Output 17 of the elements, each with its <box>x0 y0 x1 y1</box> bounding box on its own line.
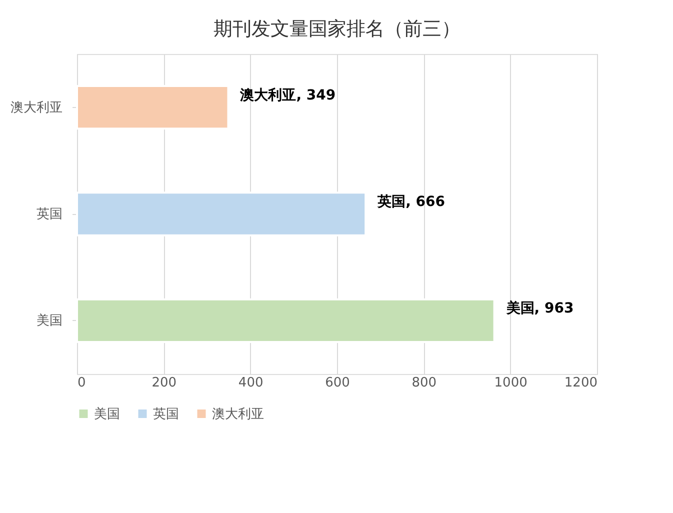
data-label: 英国, 666 <box>376 194 446 210</box>
x-tick-label: 600 <box>325 376 350 390</box>
legend-label: 英国 <box>153 406 179 422</box>
y-tick-label: 英国 <box>36 207 62 222</box>
y-tick-label: 澳大利亚 <box>10 100 62 116</box>
x-tick-label: 400 <box>238 376 264 390</box>
chart-title: 期刊发文量国家排名（前三） <box>214 18 460 40</box>
x-tick-label: 200 <box>152 376 177 390</box>
x-tick-label: 1200 <box>564 376 598 390</box>
data-label: 澳大利亚, 349 <box>239 87 336 104</box>
legend-label: 美国 <box>94 406 120 422</box>
legend-label: 澳大利亚 <box>212 406 264 422</box>
y-tick-label: 美国 <box>36 312 62 329</box>
x-tick-label: 0 <box>78 376 86 390</box>
data-label: 美国, 963 <box>505 300 574 317</box>
x-tick-label: 800 <box>412 376 437 390</box>
x-tick-label: 1000 <box>494 376 528 390</box>
